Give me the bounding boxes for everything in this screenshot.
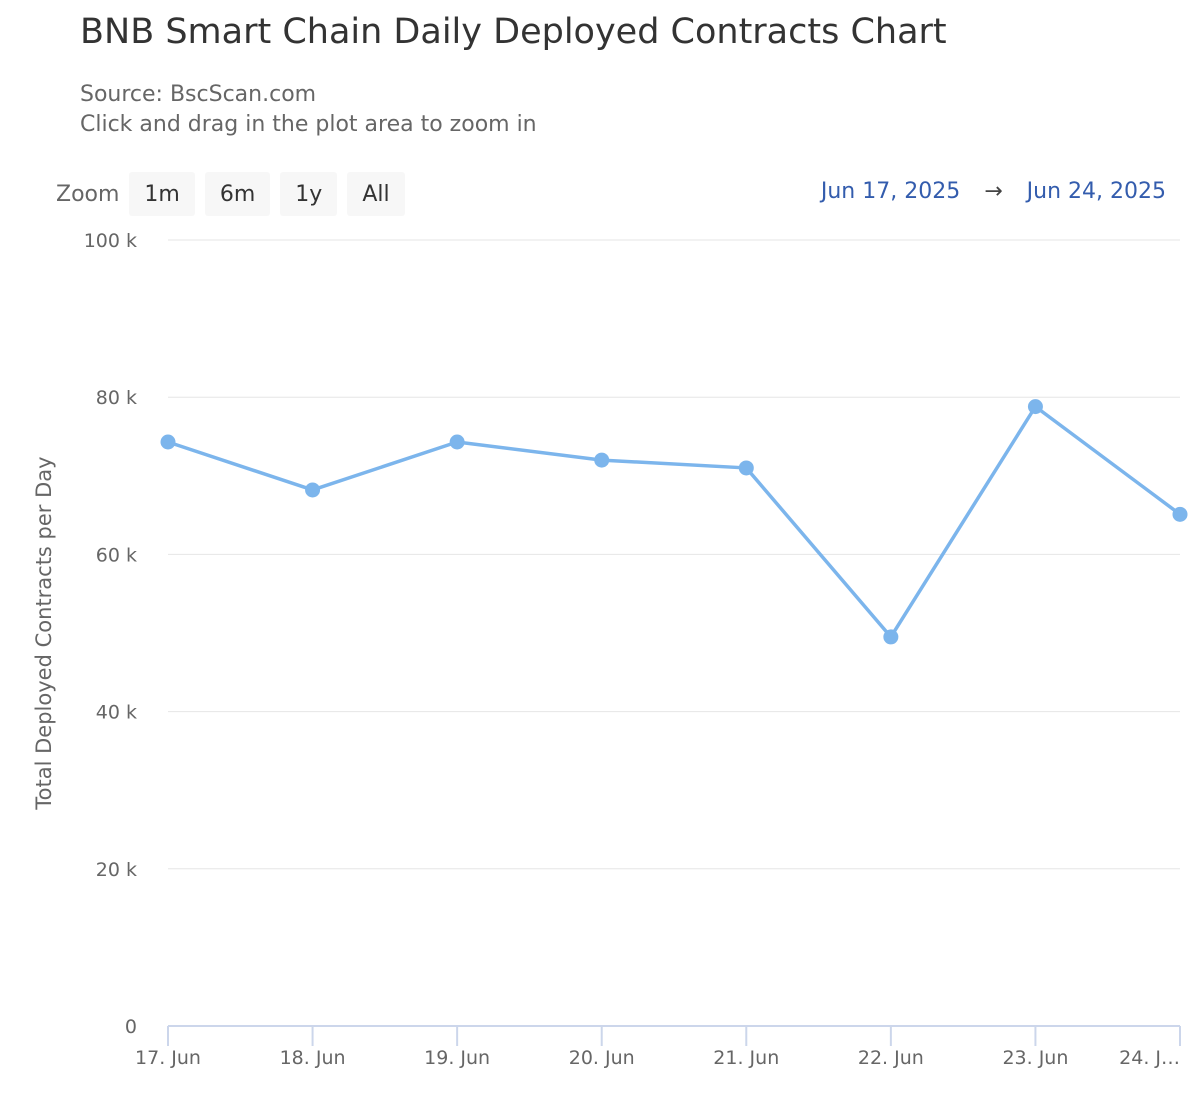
data-point[interactable]: [1027, 399, 1043, 415]
data-point[interactable]: [594, 452, 610, 468]
grid-lines: [168, 239, 1180, 870]
x-tick-label: 24. J…: [1119, 1047, 1180, 1069]
x-tick-label: 23. Jun: [1002, 1047, 1068, 1069]
chart-subtitle-source: Source: BscScan.com: [80, 82, 317, 107]
x-axis: 17. Jun 18. Jun 19. Jun 20. Jun 21. Jun 22. J…: [135, 1025, 1181, 1069]
x-tick-label: 20. Jun: [569, 1047, 635, 1069]
range-to-date[interactable]: Jun 24, 2025: [1026, 179, 1166, 204]
data-point[interactable]: [738, 460, 754, 476]
x-tick-label: 17. Jun: [135, 1047, 201, 1069]
x-tick-label: 21. Jun: [713, 1047, 779, 1069]
y-tick-label: 60 k: [96, 544, 137, 566]
date-range-selector: Jun 17, 2025 → Jun 24, 2025: [821, 179, 1166, 204]
series-layer: [160, 399, 1188, 645]
chart-zoom-hint: Click and drag in the plot area to zoom …: [80, 112, 537, 137]
zoom-toolbar: Zoom 1m 6m 1y All: [56, 172, 415, 216]
zoom-1y-button[interactable]: 1y: [280, 172, 338, 216]
x-tick-label: 18. Jun: [280, 1047, 346, 1069]
x-tick-label: 19. Jun: [424, 1047, 490, 1069]
data-point[interactable]: [305, 482, 321, 498]
y-tick-label: 20 k: [96, 859, 137, 881]
y-tick-label: 100 k: [84, 230, 137, 252]
y-tick-label: 80 k: [96, 387, 137, 409]
chart-title: BNB Smart Chain Daily Deployed Contracts…: [80, 12, 947, 52]
series-line: [166, 404, 1182, 639]
zoom-label: Zoom: [56, 181, 120, 207]
data-point[interactable]: [449, 434, 465, 450]
range-from-date[interactable]: Jun 17, 2025: [820, 179, 961, 204]
range-arrow-icon: →: [984, 179, 1003, 204]
y-tick-label: 40 k: [96, 702, 137, 724]
data-point[interactable]: [883, 629, 899, 645]
y-axis-label: Total Deployed Contracts per Day: [32, 456, 56, 810]
y-tick-label: 0: [125, 1016, 137, 1038]
zoom-6m-button[interactable]: 6m: [204, 172, 271, 216]
data-point[interactable]: [1172, 506, 1188, 522]
data-point[interactable]: [160, 434, 176, 450]
zoom-1m-button[interactable]: 1m: [129, 172, 195, 216]
zoom-all-button[interactable]: All: [347, 172, 405, 216]
y-axis: 0 20 k 40 k 60 k 80 k 100 k: [84, 230, 137, 1038]
x-tick-label: 22. Jun: [858, 1047, 924, 1069]
